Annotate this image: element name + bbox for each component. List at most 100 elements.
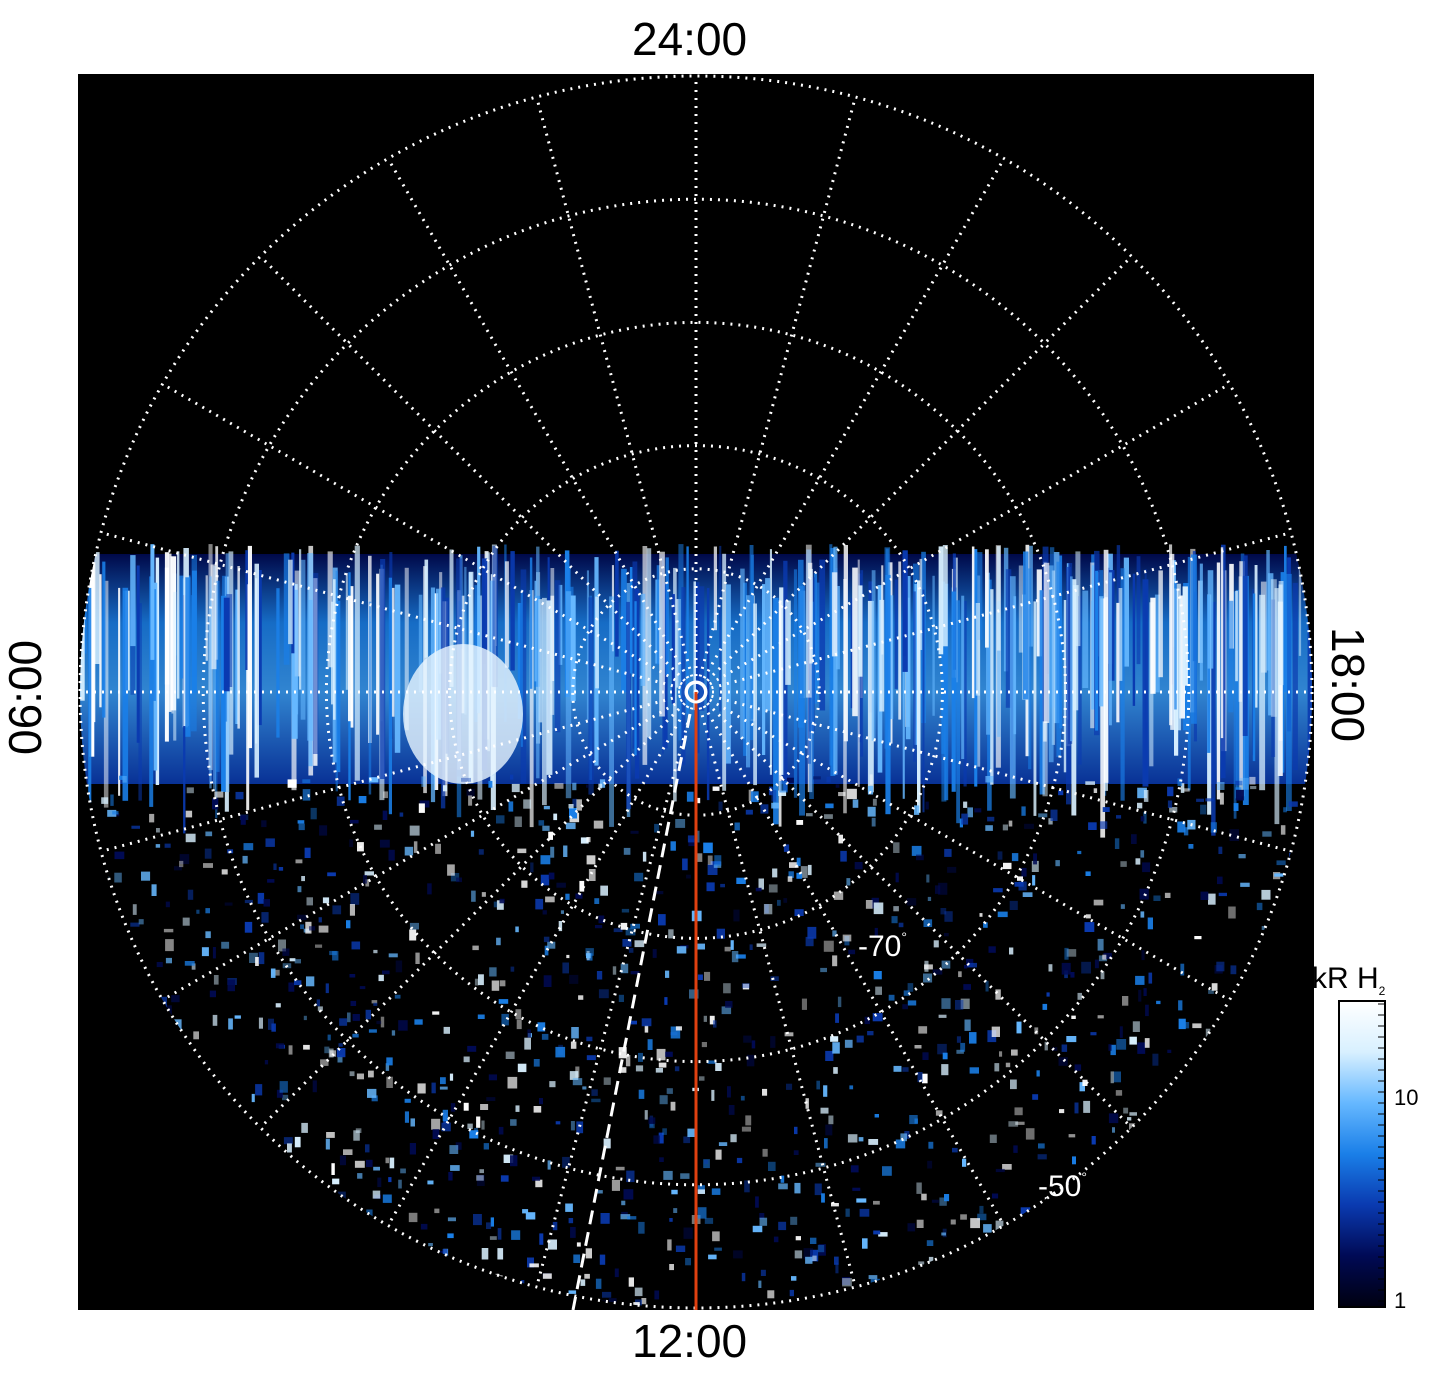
colorbar-gradient <box>1338 1000 1386 1308</box>
emission-speckle <box>368 1029 377 1033</box>
emission-speckle <box>263 899 270 907</box>
emission-streak <box>1039 590 1045 795</box>
emission-speckle <box>835 1013 839 1023</box>
emission-speckle <box>173 1019 182 1031</box>
emission-speckle <box>186 787 194 794</box>
emission-speckle <box>759 1217 768 1226</box>
emission-speckle <box>1167 800 1173 808</box>
latitude-label-50: -50° <box>1038 1169 1087 1203</box>
emission-speckle <box>476 1174 485 1186</box>
emission-streak <box>1132 573 1136 706</box>
emission-streak <box>510 551 515 671</box>
emission-speckle <box>960 1214 967 1220</box>
emission-streak <box>130 555 136 647</box>
emission-streak <box>917 580 921 813</box>
emission-streak <box>1266 550 1270 671</box>
emission-speckle <box>289 958 296 962</box>
emission-streak <box>176 551 180 699</box>
emission-speckle <box>790 1216 798 1225</box>
emission-streak <box>963 601 967 787</box>
emission-speckle <box>310 807 317 820</box>
emission-speckle <box>852 1187 861 1191</box>
emission-streak <box>565 591 572 799</box>
emission-speckle <box>762 1148 768 1157</box>
emission-speckle <box>805 936 814 947</box>
emission-speckle <box>385 1157 389 1164</box>
emission-speckle <box>386 1057 393 1066</box>
emission-speckle <box>203 863 213 868</box>
emission-speckle <box>858 1137 864 1142</box>
emission-speckle <box>357 1173 363 1179</box>
emission-speckle <box>257 892 265 904</box>
emission-speckle <box>997 911 1008 918</box>
emission-speckle <box>365 879 370 887</box>
emission-speckle <box>921 1193 927 1201</box>
emission-streak <box>245 550 248 670</box>
emission-speckle <box>548 831 553 840</box>
emission-speckle <box>795 1236 801 1241</box>
emission-speckle <box>1005 1062 1011 1068</box>
emission-speckle <box>778 1183 788 1190</box>
emission-speckle <box>1050 809 1058 821</box>
emission-speckle <box>833 891 844 900</box>
emission-speckle <box>772 868 778 878</box>
emission-speckle <box>1211 983 1218 991</box>
emission-speckle <box>1097 938 1104 951</box>
emission-speckle <box>450 873 460 882</box>
emission-speckle <box>807 864 812 876</box>
emission-speckle <box>1235 780 1243 786</box>
emission-speckle <box>832 930 837 937</box>
emission-speckle <box>1143 790 1149 802</box>
emission-streak <box>634 601 637 756</box>
emission-speckle <box>773 1236 779 1243</box>
emission-streak <box>1292 582 1298 771</box>
emission-speckle <box>816 1080 820 1090</box>
emission-streak <box>1252 593 1256 762</box>
emission-streak <box>1274 588 1280 825</box>
emission-speckle <box>545 896 555 903</box>
emission-speckle <box>933 940 939 948</box>
emission-speckle <box>110 794 114 806</box>
emission-speckle <box>463 1056 470 1063</box>
emission-speckle <box>507 1076 518 1089</box>
emission-speckle <box>461 777 471 782</box>
emission-speckle <box>623 847 631 855</box>
emission-speckle <box>573 1254 581 1263</box>
emission-speckle <box>119 775 126 780</box>
emission-speckle <box>398 1020 408 1031</box>
emission-speckle <box>474 978 479 986</box>
emission-streak <box>558 584 563 665</box>
emission-streak <box>520 569 527 784</box>
emission-speckle <box>721 1006 732 1015</box>
emission-speckle <box>907 1000 917 1006</box>
emission-speckle <box>767 1290 775 1299</box>
emission-speckle <box>303 1015 307 1021</box>
emission-speckle <box>349 974 356 978</box>
emission-streak <box>719 545 722 712</box>
emission-speckle <box>618 1047 627 1059</box>
emission-speckle <box>332 905 342 915</box>
emission-speckle <box>801 998 807 1010</box>
emission-speckle <box>1177 821 1186 833</box>
emission-streak <box>1268 573 1274 716</box>
emission-speckle <box>1037 1154 1047 1160</box>
emission-speckle <box>644 1110 648 1120</box>
emission-speckle <box>316 999 320 1007</box>
emission-speckle <box>388 953 398 958</box>
emission-streak <box>785 600 791 685</box>
emission-speckle <box>865 900 873 909</box>
emission-speckle <box>1013 1145 1018 1153</box>
emission-speckle <box>243 843 254 851</box>
emission-speckle <box>511 783 520 793</box>
emission-streak <box>1277 601 1283 776</box>
emission-speckle <box>856 1198 867 1203</box>
emission-speckle <box>820 967 827 973</box>
emission-speckle <box>944 1194 950 1202</box>
emission-speckle <box>1240 882 1250 887</box>
emission-speckle <box>488 780 493 788</box>
emission-speckle <box>1119 1026 1123 1038</box>
emission-streak <box>1066 566 1071 805</box>
emission-speckle <box>983 1224 992 1233</box>
emission-speckle <box>826 776 831 783</box>
emission-speckle <box>731 951 739 963</box>
